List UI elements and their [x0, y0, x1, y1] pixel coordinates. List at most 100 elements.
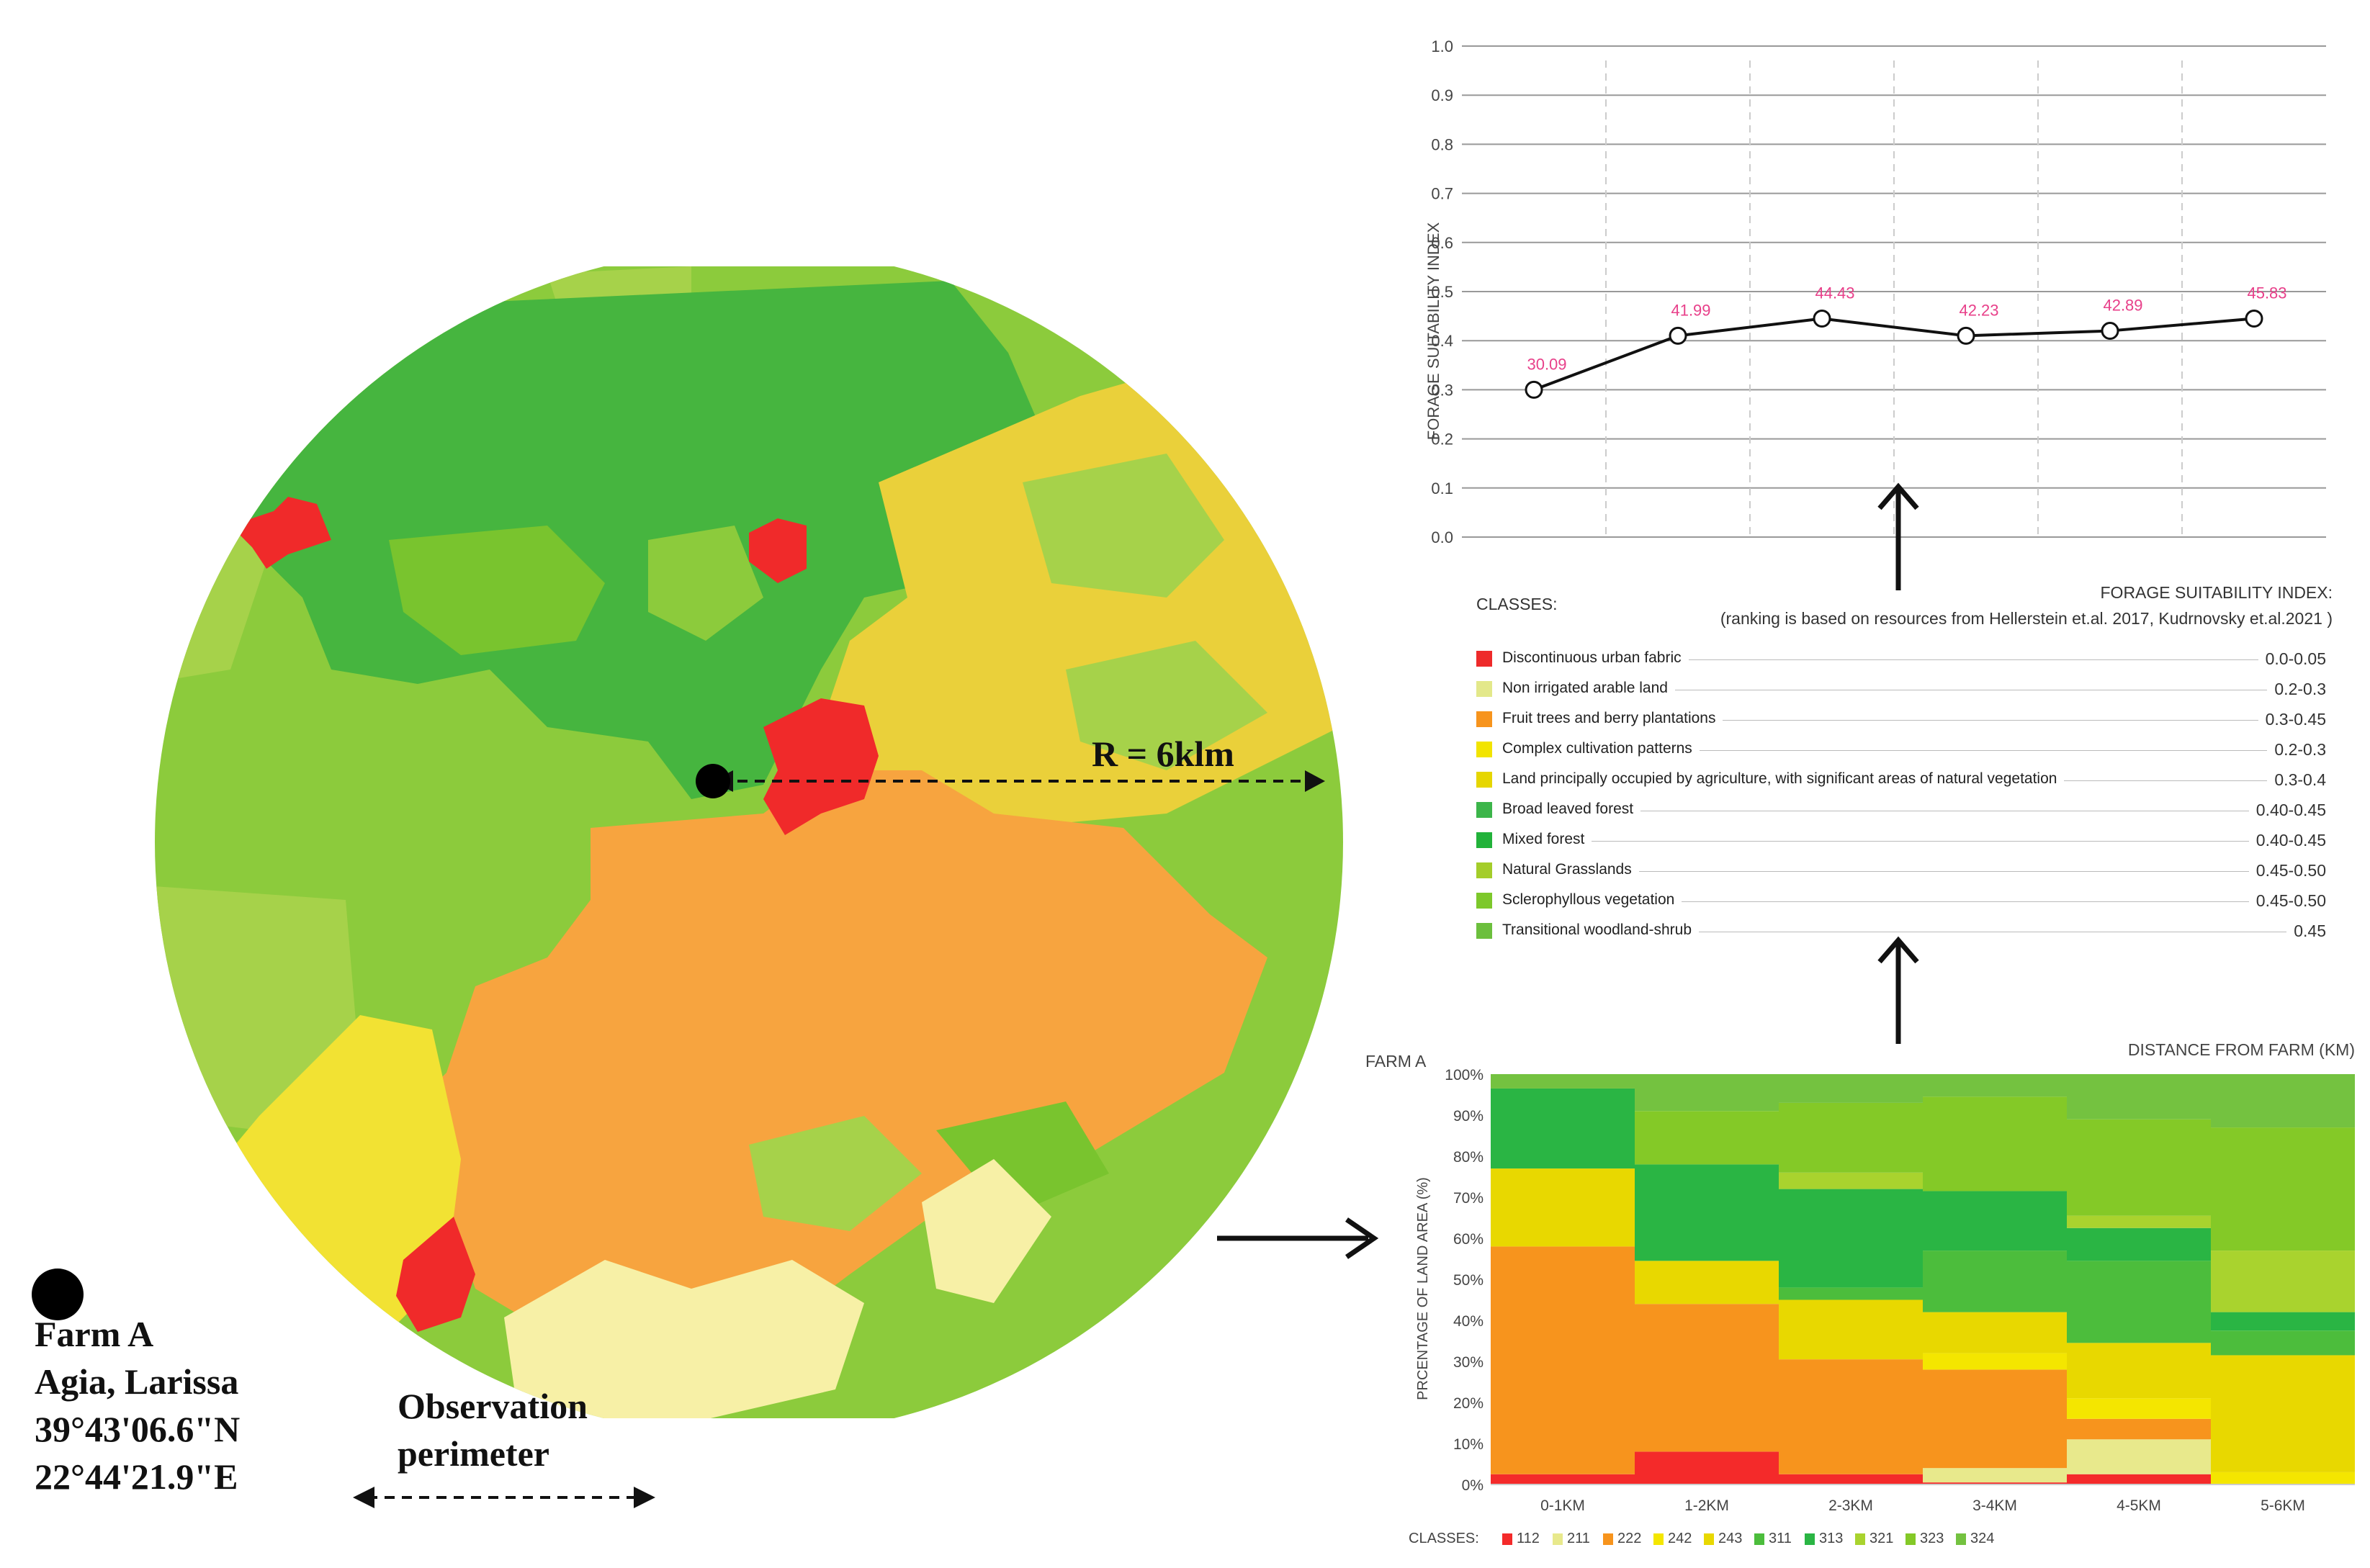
bar-segment-222 — [1635, 1304, 1779, 1452]
legend-swatch — [1476, 651, 1492, 667]
up-arrow-icon — [1877, 482, 1919, 590]
bar-legend-label: 243 — [1718, 1531, 1743, 1546]
bar-chart-ytick: 70% — [1453, 1190, 1484, 1207]
land-area-stacked-bar-chart: FARM A DISTANCE FROM FARM (KM) PRCENTAGE… — [1365, 1040, 2355, 1514]
bar-segment-112 — [1779, 1474, 1923, 1484]
legend-row: Natural Grasslands 0.45-0.50 — [1476, 857, 2326, 886]
perimeter-label-line1: Observation — [398, 1386, 588, 1426]
up-arrow-icon-2 — [1877, 936, 1919, 1044]
bar-chart-title: DISTANCE FROM FARM (KM) — [2128, 1040, 2355, 1059]
forest-inner — [389, 526, 605, 655]
bar-legend-swatch — [1502, 1533, 1512, 1545]
legend-row: Complex cultivation patterns 0.2-0.3 — [1476, 736, 2326, 765]
line-chart-ytick: 0.6 — [1431, 234, 1453, 252]
bar-segment-324 — [1779, 1074, 1923, 1103]
legend-swatch — [1476, 711, 1492, 727]
legend-classes-title: CLASSES: — [1476, 595, 1558, 613]
bar-segment-313 — [2211, 1312, 2355, 1331]
legend-leader-line — [1502, 841, 2326, 842]
legend-index-range: 0.45 — [2286, 922, 2326, 941]
legend-swatch — [1476, 862, 1492, 878]
urban-area-2 — [749, 518, 807, 583]
bar-chart-xtick: 4-5KM — [2117, 1497, 2161, 1514]
bar-chart-ytick: 50% — [1453, 1272, 1484, 1289]
bar-legend-label: 211 — [1567, 1531, 1590, 1546]
legend-swatch — [1476, 742, 1492, 757]
bar-segment-324 — [1491, 1074, 1635, 1089]
bar-legend-label: 112 — [1517, 1531, 1540, 1546]
legend-class-label: Fruit trees and berry plantations — [1502, 710, 1723, 727]
line-chart-ytick: 0.9 — [1431, 86, 1453, 104]
legend-row: Sclerophyllous vegetation 0.45-0.50 — [1476, 887, 2326, 916]
legend-swatch — [1476, 802, 1492, 818]
mixed-forest-area — [230, 281, 1051, 799]
bar-legend-label: 324 — [1970, 1531, 1995, 1546]
bar-legend-label: 222 — [1617, 1531, 1642, 1546]
bar-segment-321 — [2211, 1251, 2355, 1312]
bar-segment-243 — [1491, 1168, 1635, 1247]
radius-label: R = 6klm — [1092, 734, 1234, 774]
bar-segment-211 — [2067, 1439, 2211, 1474]
bar-segment-321 — [2067, 1215, 2211, 1228]
farm-info: Farm A Agia, Larissa 39°43'06.6"N 22°44'… — [35, 1310, 240, 1500]
legend-index-range: 0.40-0.45 — [2248, 831, 2326, 850]
line-chart-data-label: 44.43 — [1815, 284, 1854, 302]
bar-legend-label: 311 — [1769, 1531, 1792, 1546]
legend-row: Non irrigated arable land 0.2-0.3 — [1476, 675, 2326, 704]
legend-class-label: Broad leaved forest — [1502, 801, 1641, 818]
legend-swatch — [1476, 832, 1492, 848]
grassland-east-2 — [1066, 641, 1267, 770]
legend-class-label: Non irrigated arable land — [1502, 680, 1675, 697]
forest-inner-2 — [648, 526, 763, 641]
legend-leader-line — [1502, 901, 2326, 902]
bar-segment-324 — [1923, 1074, 2067, 1097]
bar-segment-313 — [1923, 1191, 2067, 1251]
bar-segment-323 — [1779, 1102, 1923, 1173]
bar-chart-ylabel: PRCENTAGE OF LAND AREA (%) — [1415, 1177, 1431, 1400]
line-chart-ytick: 1.0 — [1431, 37, 1453, 55]
legend-index-range: 0.3-0.45 — [2258, 710, 2326, 729]
bar-segment-311 — [1779, 1287, 1923, 1300]
bar-legend-swatch — [1855, 1533, 1865, 1545]
legend-index-range: 0.45-0.50 — [2248, 891, 2326, 911]
observation-perimeter-label: Observation perimeter — [398, 1382, 588, 1477]
legend-swatch — [1476, 923, 1492, 939]
bar-chart-ytick: 30% — [1453, 1354, 1484, 1371]
bar-legend-swatch — [1553, 1533, 1563, 1545]
bar-segment-311 — [1923, 1251, 2067, 1312]
legend-row: Land principally occupied by agriculture… — [1476, 766, 2326, 795]
bar-segment-323 — [1923, 1096, 2067, 1191]
line-chart-ytick: 0.0 — [1431, 528, 1453, 546]
perimeter-label-line2: perimeter — [398, 1433, 549, 1474]
bar-legend-swatch — [1956, 1533, 1966, 1545]
urban-area-1 — [230, 497, 331, 569]
bar-segment-324 — [2067, 1074, 2211, 1119]
forage-suitability-line-chart: 0.0 0.1 0.2 0.3 0.4 0.5 0.6 0.7 0.8 0.9 1.0 FORAGE… — [1424, 37, 2326, 546]
map-landcover — [155, 266, 1343, 1418]
grassland-south — [749, 1116, 922, 1231]
bar-legend-swatch — [1906, 1533, 1916, 1545]
farm-marker — [696, 764, 730, 798]
line-chart-point — [2101, 322, 2119, 341]
legend-index-range: 0.2-0.3 — [2267, 680, 2326, 699]
legend-leader-line — [1502, 871, 2326, 872]
bar-segment-222 — [1923, 1369, 2067, 1469]
line-chart-ytick: 0.4 — [1431, 332, 1453, 350]
bar-segment-243 — [2211, 1355, 2355, 1472]
bar-chart-xtick: 1-2KM — [1684, 1497, 1729, 1514]
legend-leader-line — [1502, 659, 2326, 660]
bar-segment-243 — [1923, 1312, 2067, 1353]
bar-legend-label: 313 — [1819, 1531, 1844, 1546]
legend-class-label: Complex cultivation patterns — [1502, 740, 1700, 757]
bar-chart-xtick: 3-4KM — [1972, 1497, 2017, 1514]
line-chart-ytick: 0.2 — [1431, 431, 1453, 449]
bar-segment-243 — [1779, 1299, 1923, 1360]
legend-index-range: 0.45-0.50 — [2248, 861, 2326, 880]
legend-row: Broad leaved forest 0.40-0.45 — [1476, 796, 2326, 825]
bar-legend-label: 323 — [1920, 1531, 1944, 1546]
land-cover-map — [155, 266, 1343, 1418]
perimeter-arrow — [353, 1487, 655, 1508]
line-chart-point — [1669, 326, 1687, 345]
legend-index-title: FORAGE SUITABILITY INDEX: — [2100, 583, 2333, 602]
line-chart-series — [1533, 317, 2255, 392]
